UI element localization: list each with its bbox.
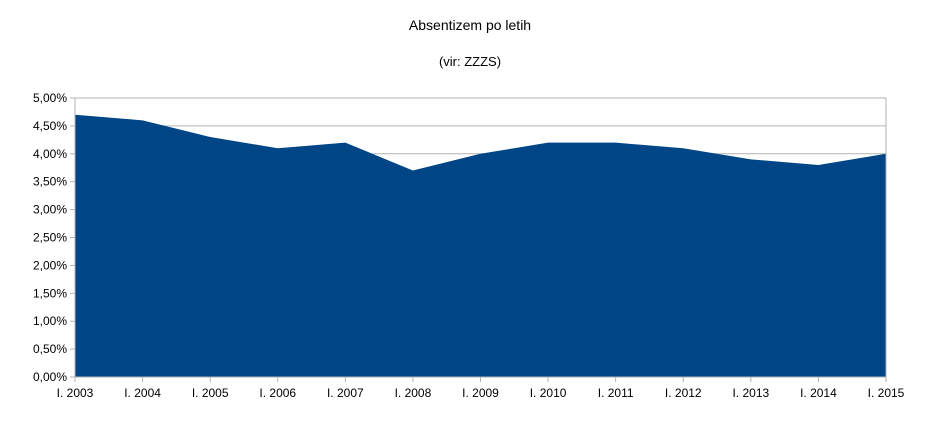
y-tick-label: 0,00%	[33, 370, 67, 384]
y-tick-label: 2,50%	[33, 231, 67, 245]
chart-subtitle: (vir: ZZZS)	[439, 54, 501, 69]
x-tick-label: I. 2006	[259, 386, 296, 400]
x-tick-label: I. 2003	[57, 386, 94, 400]
y-tick-label: 0,50%	[33, 342, 67, 356]
x-tick-label: I. 2012	[665, 386, 702, 400]
x-tick-label: I. 2011	[598, 386, 634, 400]
y-tick-label: 1,00%	[33, 314, 67, 328]
y-tick-label: 4,00%	[33, 147, 67, 161]
x-tick-label: I. 2010	[530, 386, 567, 400]
x-tick-label: I. 2007	[327, 386, 364, 400]
x-tick-label: I. 2013	[732, 386, 769, 400]
x-tick-label: I. 2015	[868, 386, 905, 400]
x-tick-label: I. 2004	[124, 386, 161, 400]
y-tick-label: 2,00%	[33, 258, 67, 272]
x-tick-label: I. 2008	[395, 386, 432, 400]
x-tick-label: I. 2014	[800, 386, 837, 400]
y-tick-label: 3,00%	[33, 203, 67, 217]
y-tick-label: 4,50%	[33, 119, 67, 133]
y-tick-label: 5,00%	[33, 91, 67, 105]
x-tick-label: I. 2009	[462, 386, 499, 400]
y-tick-label: 3,50%	[33, 175, 67, 189]
x-tick-label: I. 2005	[192, 386, 229, 400]
chart-title: Absentizem po letih	[409, 17, 531, 33]
y-tick-label: 1,50%	[33, 286, 67, 300]
